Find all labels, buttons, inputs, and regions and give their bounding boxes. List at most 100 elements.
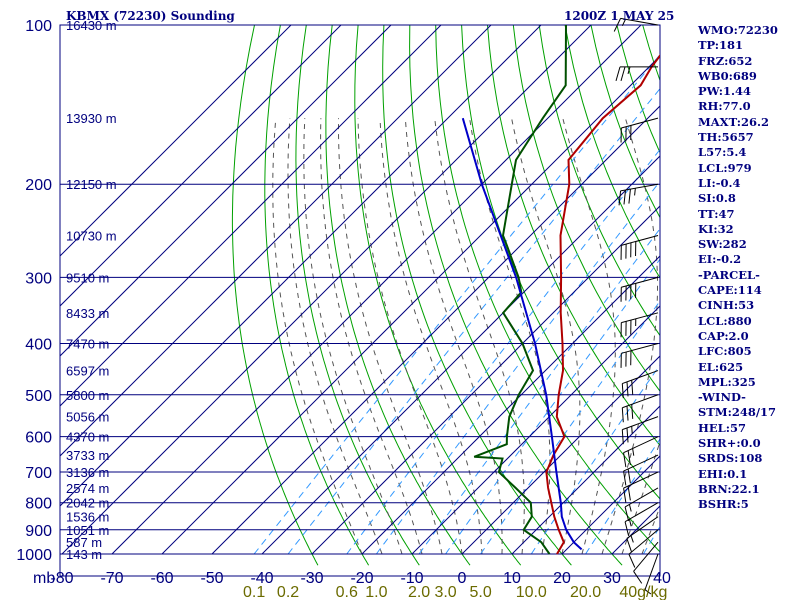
index-item: LI:-0.4	[698, 175, 741, 190]
height-label: 10730 m	[66, 229, 117, 244]
wind-barb	[620, 312, 659, 338]
mixing-ratio-label: 0.1	[243, 584, 265, 600]
height-label: 2574 m	[66, 481, 109, 496]
temperature-tick-label: 40	[653, 570, 671, 587]
wind-barb	[613, 17, 659, 32]
moist-adiabat-line	[601, 118, 658, 555]
height-label: 5056 m	[66, 410, 109, 425]
wind-barb	[626, 516, 659, 553]
pressure-tick-label: 200	[25, 177, 52, 194]
isotherm-line	[60, 25, 342, 307]
pressure-unit-label: mb	[33, 570, 55, 587]
dry-adiabat-line	[487, 25, 660, 447]
index-item: SHR+:0.0	[698, 436, 761, 451]
observation-time: 1200Z 1 MAY 25	[564, 9, 675, 23]
wind-barb	[628, 529, 659, 568]
index-item: BRN:22.1	[698, 481, 760, 496]
temperature-tick-label: -50	[200, 570, 223, 587]
temperature-tick-label: -30	[300, 570, 323, 587]
height-label: 1536 m	[66, 510, 109, 525]
isotherm-line	[161, 55, 660, 555]
wind-barb	[620, 235, 659, 260]
mixing-ratio-label: 5.0	[469, 584, 491, 600]
mixing-ratio-label: 0.6	[336, 584, 358, 600]
temperature-tick-label: 10	[503, 570, 521, 587]
wind-barb	[623, 471, 659, 503]
pressure-tick-label: 1000	[16, 547, 52, 564]
dewpoint-trace	[473, 25, 567, 555]
pressure-tick-label: 800	[25, 496, 52, 513]
isotherm-line	[60, 25, 292, 257]
wind-barb	[624, 502, 659, 536]
moist-adiabat-line	[404, 118, 503, 554]
index-item: FRZ:652	[698, 53, 753, 68]
height-label: 4370 m	[66, 430, 109, 445]
index-item: LCL:880	[698, 313, 752, 328]
index-item: SRDS:108	[698, 451, 763, 466]
wind-barb	[644, 553, 659, 595]
isotherm-line	[60, 25, 442, 407]
height-label: 6597 m	[66, 364, 109, 379]
wind-barb	[623, 454, 659, 486]
index-item: CAP:2.0	[698, 328, 749, 343]
dry-adiabat-line	[409, 25, 623, 566]
pressure-tick-label: 700	[25, 465, 52, 482]
dry-adiabat-line	[538, 25, 660, 337]
height-label: 587 m	[66, 535, 102, 550]
pressure-tick-label: 500	[25, 388, 52, 405]
height-label: 3733 m	[66, 448, 109, 463]
mixing-ratio-label: 3.0	[434, 584, 456, 600]
wind-barb	[633, 541, 659, 584]
height-label: 12150 m	[66, 177, 117, 192]
dry-adiabat-line	[461, 25, 660, 500]
height-label: 8433 m	[66, 306, 109, 321]
dry-adiabat-line	[295, 25, 420, 566]
height-label: 5800 m	[66, 388, 109, 403]
isotherm-line	[60, 25, 542, 507]
temperature-tick-label: 0	[458, 570, 467, 587]
wind-barb	[618, 183, 659, 206]
mixing-ratio-line	[418, 227, 660, 555]
temperature-tick-label: -20	[350, 570, 373, 587]
mixing-ratio-label: 1.0	[365, 584, 387, 600]
height-label: 3136 m	[66, 465, 109, 480]
moist-adiabat-line	[379, 118, 483, 555]
dry-adiabat-line	[512, 25, 660, 393]
index-item: KI:32	[698, 221, 734, 236]
wind-barb	[615, 66, 658, 82]
wind-barb	[621, 394, 659, 423]
index-item: HEL:57	[698, 420, 746, 435]
wind-barb	[620, 343, 659, 368]
moist-adiabat-lines	[272, 118, 660, 555]
height-label: 2042 m	[66, 496, 109, 511]
wind-barb	[621, 370, 659, 399]
mixing-ratio-line	[445, 258, 660, 555]
index-item: TT:47	[698, 206, 735, 221]
pressure-tick-label: 100	[25, 18, 52, 35]
moist-adiabat-line	[303, 118, 403, 555]
index-item: STM:248/17	[698, 405, 777, 420]
parcel-trace	[461, 117, 583, 551]
height-label: 13930 m	[66, 111, 117, 126]
index-item: LCL:979	[698, 160, 752, 175]
dry-adiabat-line	[382, 25, 572, 566]
isotherm-line	[511, 405, 660, 555]
grid-lines	[59, 24, 661, 577]
temperature-trace	[545, 54, 660, 555]
index-item: -PARCEL-	[698, 267, 760, 282]
mixing-ratio-line	[346, 148, 660, 555]
wind-barb	[624, 487, 659, 522]
temperature-tick-label: 20	[553, 570, 571, 587]
moist-adiabat-line	[287, 118, 383, 555]
isotherm-line	[211, 105, 660, 555]
index-item: SI:0.8	[698, 191, 736, 206]
index-item: TH:5657	[698, 130, 754, 145]
mixing-ratio-label: 20.0	[570, 584, 601, 600]
moist-adiabat-line	[357, 118, 463, 555]
index-item: SW:282	[698, 237, 747, 252]
pressure-tick-label: 900	[25, 523, 52, 540]
mixing-ratio-label: 10.0	[516, 584, 547, 600]
sounding-traces	[461, 25, 660, 555]
